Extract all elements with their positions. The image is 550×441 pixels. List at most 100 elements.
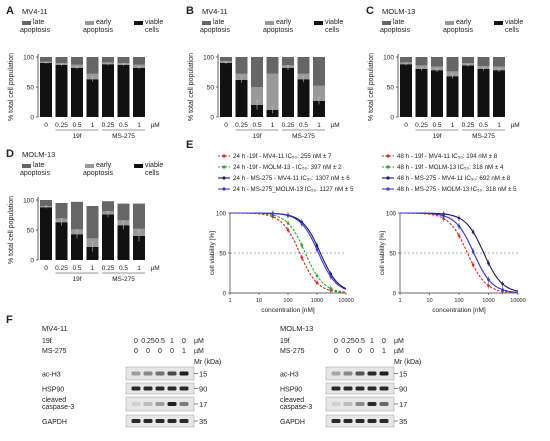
cell-line-label: MV4-11 <box>202 7 228 16</box>
bar-segment <box>71 57 83 65</box>
bar-segment <box>86 79 99 117</box>
mr-header: Mr (kDa) <box>194 359 221 366</box>
blot-band <box>355 419 365 423</box>
band-label: cleaved <box>42 397 66 404</box>
blot-band <box>179 402 189 406</box>
x-tick-label: 0.25 <box>55 122 68 129</box>
panel-letter: F <box>6 314 13 326</box>
bar-segment <box>462 65 474 117</box>
band-label: HSP90 <box>280 387 302 394</box>
blot-band <box>379 419 389 423</box>
bar-segment <box>446 76 459 117</box>
mr-value: 35 <box>399 417 407 426</box>
blot-band <box>155 402 165 406</box>
x-tick-label: 0.5 <box>432 122 441 129</box>
x-tick-label: 0.25 <box>55 265 68 272</box>
blot-band <box>379 386 389 391</box>
blot-band <box>367 419 377 423</box>
blot-band <box>179 419 189 423</box>
cell-line-label: MV4-11 <box>22 7 48 16</box>
x-tick-label: 0.25 <box>235 122 248 129</box>
blot-band <box>143 386 153 391</box>
mr-value: 17 <box>199 400 207 409</box>
bar-segment <box>55 57 68 63</box>
bar-segment <box>235 79 248 117</box>
bar-segment <box>102 214 114 260</box>
blot-band <box>155 386 165 391</box>
blot-band <box>355 386 365 391</box>
bar-segment <box>117 64 130 117</box>
bar-segment <box>86 246 99 260</box>
y-tick-label: 100 <box>386 212 397 218</box>
y-tick-label: 100 <box>23 55 34 62</box>
bar-segment <box>415 69 428 117</box>
legend-label: late <box>33 162 44 169</box>
group-label: 19f <box>432 133 441 140</box>
y-tick-label: 100 <box>203 55 214 62</box>
blot-band <box>343 371 353 376</box>
bar-segment <box>266 73 279 110</box>
unit-label: µM <box>194 338 204 345</box>
blot-band <box>167 402 177 406</box>
group-label: 19f <box>72 133 81 140</box>
bar-segment <box>477 57 490 66</box>
legend-label: cells <box>325 27 340 34</box>
group-label: MS-275 <box>112 133 135 140</box>
y-tick-label: 0 <box>393 292 397 298</box>
unit-label: µM <box>394 338 404 345</box>
x-tick-label: 1000 <box>311 298 323 304</box>
legend-label: 24 h - MS-275 - MV4-11 IC₅₀: 1307 nM ± 6 <box>233 175 350 182</box>
y-tick-label: 100 <box>23 198 34 205</box>
bar-segment <box>55 64 68 117</box>
bar-segment <box>282 57 294 66</box>
legend-swatch <box>265 21 274 25</box>
treatment-value: 0 <box>370 348 374 355</box>
bar-segment <box>40 200 52 206</box>
blot-band <box>155 419 165 423</box>
bar-segment <box>40 57 52 62</box>
bar-segment <box>493 57 505 67</box>
bar-segment <box>477 69 490 117</box>
blot-band <box>131 386 141 391</box>
bar-segment <box>431 70 443 117</box>
treatment-value: 1 <box>182 348 186 355</box>
legend-swatch <box>85 164 94 168</box>
y-axis-label: % total cell population <box>8 53 15 121</box>
x-tick-label: 0 <box>224 122 228 129</box>
blot-band <box>343 386 353 391</box>
x-tick-label: 0.25 <box>462 122 475 129</box>
x-tick-label: 1 <box>398 298 401 304</box>
bar-segment <box>86 206 99 239</box>
treatment-value: 0 <box>346 348 350 355</box>
x-tick-label: 100 <box>283 298 292 304</box>
x-tick-label: 1 <box>137 265 141 272</box>
y-axis-label: cell viability [%] <box>209 231 216 275</box>
legend-marker <box>386 176 390 180</box>
x-tick-label: 0.5 <box>119 122 128 129</box>
mr-value: 90 <box>199 385 207 394</box>
legend-swatch <box>445 21 454 25</box>
bar-segment <box>297 57 310 74</box>
legend-label: late <box>213 19 224 26</box>
y-tick-label: 100 <box>383 55 394 62</box>
treatment-label: MS-275 <box>280 348 305 355</box>
blot-band <box>343 419 353 423</box>
legend-swatch <box>202 21 211 25</box>
bar-segment <box>462 57 474 63</box>
bar-segment <box>297 79 310 117</box>
unit-label: µM <box>331 122 340 129</box>
x-tick-label: 1000 <box>482 298 494 304</box>
bar-segment <box>55 203 68 219</box>
legend-swatch <box>134 164 143 168</box>
legend-label: apoptosis <box>380 27 410 34</box>
legend-label: early <box>456 19 472 26</box>
band-label: GAPDH <box>280 419 305 426</box>
blot-band <box>343 402 353 406</box>
x-tick-label: 10 <box>426 298 432 304</box>
band-label: ac-H3 <box>42 372 61 379</box>
blot-band <box>379 371 389 376</box>
treatment-value: 1 <box>382 348 386 355</box>
blot-band <box>331 419 341 423</box>
cell-line-label: MOLM-13 <box>280 324 313 333</box>
